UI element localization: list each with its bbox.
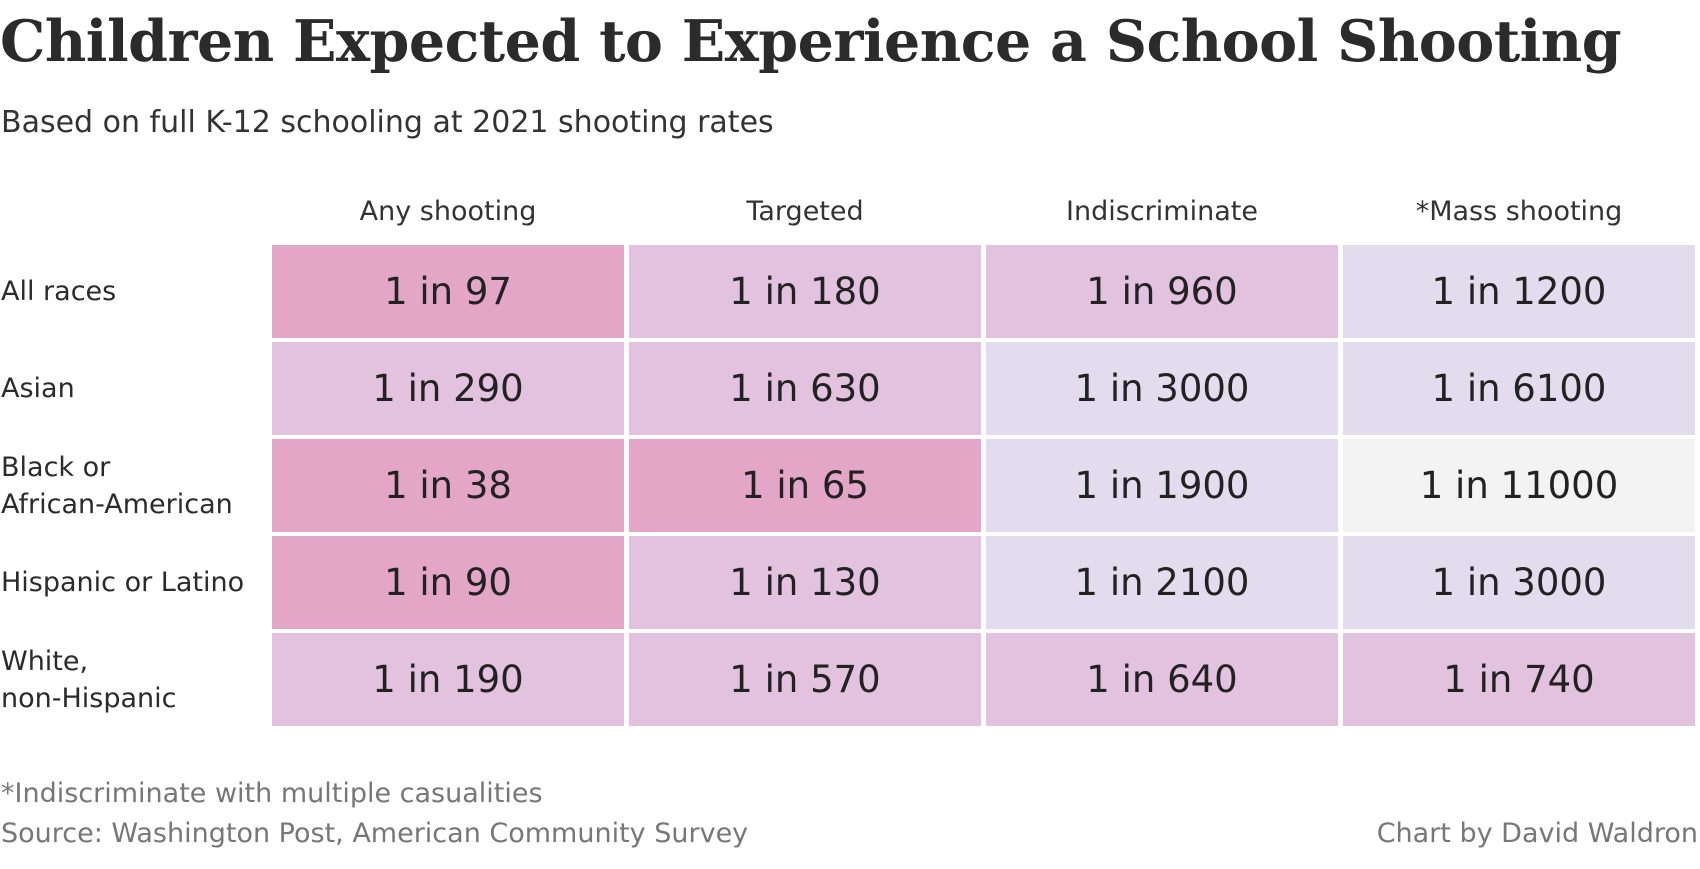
table-cell: 1 in 11000	[1343, 439, 1695, 532]
row-label: Hispanic or Latino	[1, 567, 245, 598]
column-header: Targeted	[746, 196, 864, 227]
table-cell: 1 in 630	[629, 342, 981, 435]
row-label: Asian	[1, 373, 75, 404]
chart-subtitle: Based on full K-12 schooling at 2021 sho…	[1, 105, 774, 140]
table-cell: 1 in 290	[272, 342, 624, 435]
table-cell: 1 in 3000	[986, 342, 1338, 435]
table-cell: 1 in 3000	[1343, 536, 1695, 629]
table-cell: 1 in 38	[272, 439, 624, 532]
table-cell: 1 in 740	[1343, 633, 1695, 726]
chart-credit: Chart by David Waldron	[1376, 818, 1698, 849]
table-cell: 1 in 97	[272, 245, 624, 338]
table-cell: 1 in 65	[629, 439, 981, 532]
table-cell: 1 in 90	[272, 536, 624, 629]
table-cell: 1 in 640	[986, 633, 1338, 726]
table-cell: 1 in 130	[629, 536, 981, 629]
table-cell: 1 in 6100	[1343, 342, 1695, 435]
table-cell: 1 in 1900	[986, 439, 1338, 532]
chart-title: Children Expected to Experience a School…	[0, 8, 1622, 75]
source-note: Source: Washington Post, American Commun…	[1, 818, 749, 849]
table-cell: 1 in 180	[629, 245, 981, 338]
table-cell: 1 in 960	[986, 245, 1338, 338]
table-cell: 1 in 1200	[1343, 245, 1695, 338]
column-header: Any shooting	[359, 196, 537, 227]
column-header: *Mass shooting	[1415, 196, 1623, 227]
table-cell: 1 in 190	[272, 633, 624, 726]
table-cell: 1 in 570	[629, 633, 981, 726]
table-cell: 1 in 2100	[986, 536, 1338, 629]
column-header: Indiscriminate	[1066, 196, 1258, 227]
footnote: *Indiscriminate with multiple casualitie…	[1, 778, 543, 809]
row-label: All races	[1, 276, 117, 307]
row-label: White, non-Hispanic	[1, 645, 177, 714]
row-label: Black or African-American	[1, 451, 233, 520]
